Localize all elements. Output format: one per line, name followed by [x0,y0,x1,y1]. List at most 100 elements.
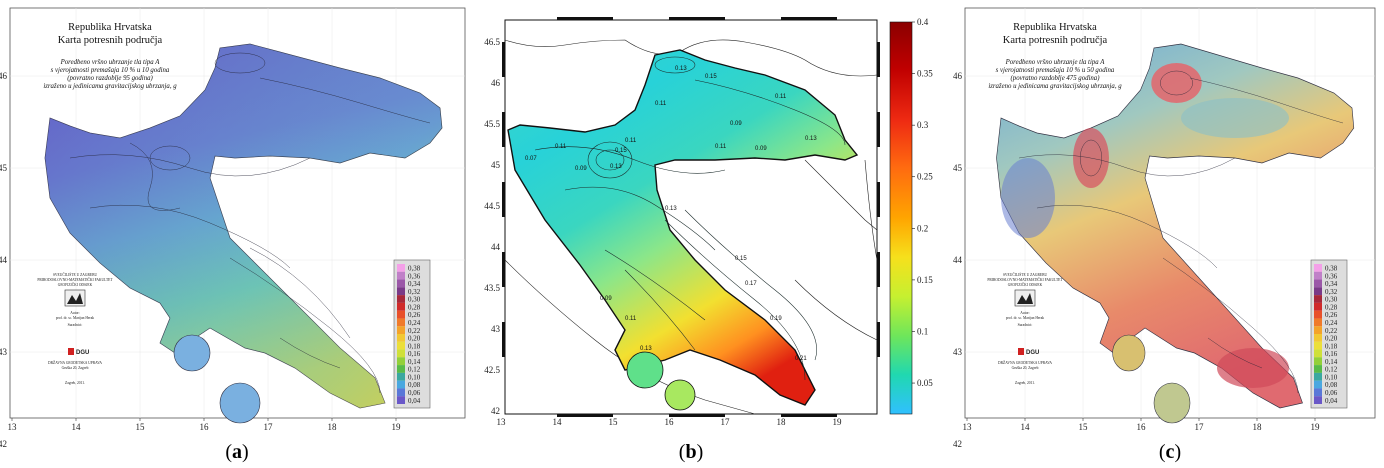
legend-label: 0,06 [408,389,421,397]
y-tick-label: 44 [953,255,963,265]
y-tick-label: 45 [491,160,501,170]
x-tick-label: 14 [553,417,563,427]
contour-label: 0.19 [770,316,782,322]
credits-block: SVEUČILIŠTE U ZAGREBU PRIRODOSLOVNO-MATE… [37,272,113,386]
map-title-line1: Republika Hrvatska [68,22,152,33]
colorbar-tick-label: 0.2 [917,223,928,233]
agency-line2: Gruška 20, Zagreb [62,366,89,371]
x-ticks-b: 13 14 15 16 17 18 19 [497,417,843,427]
contour-label: 0.09 [730,121,742,127]
y-tick-label: 45.5 [484,119,500,129]
agency-line1: DRŽAVNA GEODETSKA UPRAVA [998,360,1052,365]
legend-label: 0,10 [1325,373,1338,381]
map-subtitle-line4: izraženo u jedinicama gravitacijskog ubr… [988,83,1122,90]
credits-block: SVEUČILIŠTE U ZAGREBU PRIRODOSLOVNO-MATE… [987,272,1063,386]
y-tick-label: 42.5 [484,365,500,375]
legend-swatch [1314,396,1322,404]
legend-label: 0,22 [1325,327,1338,335]
legend-swatch [397,357,405,366]
colorbar-tick-label: 0.35 [917,69,933,79]
legend-label: 0,04 [1325,397,1338,405]
y-tick-label: 42 [491,406,500,416]
legend-label: 0,26 [1325,311,1338,319]
legend-label: 0,14 [1325,358,1338,366]
date: Zagreb, 2011. [1015,381,1035,386]
legend-swatch [397,326,405,334]
colorbar-tick-label: 0.25 [917,172,933,182]
contour-label: 0.15 [735,256,747,262]
contour-label: 0.09 [575,166,587,172]
legend-swatch [1314,287,1322,296]
contour-labels-b: 0.13 0.15 0.11 0.09 0.11 0.13 0.11 0.09 0.11 0.13… [525,66,817,362]
x-tick-label: 15 [1079,422,1089,432]
legend-label: 0,38 [1325,265,1338,273]
map-subtitle-line1: Poredbeno vršno ubrzanje tla tipa A [60,59,161,66]
institute-line1: SVEUČILIŠTE U ZAGREBU [53,272,98,277]
y-tick-label: 43 [0,347,8,357]
x-tick-label: 13 [8,422,18,432]
x-tick-label: 15 [609,417,619,427]
legend-label: 0,18 [408,342,421,350]
legend-swatch [397,334,405,342]
legend-label: 0,38 [408,265,421,273]
legend-label: 0,32 [408,288,421,296]
caption-a: (a) [225,441,248,463]
contour-label: 0.11 [775,94,787,100]
author: prof. dr. sc. Marijan Herak [56,316,94,320]
legend-swatch [1314,264,1322,272]
legend-swatch [397,396,405,404]
contour-label: 0.11 [625,316,637,322]
panel-b: 0.13 0.15 0.11 0.09 0.11 0.13 0.11 0.09 0.11 0.13… [484,17,933,427]
contour-label: 0.13 [640,346,652,352]
y-tick-label: 44 [491,242,501,252]
x-tick-label: 17 [1195,422,1205,432]
dgu-logo-text: DGU [1026,350,1039,356]
x-tick-label: 16 [200,422,210,432]
hazard-map-b [507,49,859,411]
x-tick-label: 17 [264,422,274,432]
legend-swatch [1314,279,1322,288]
legend-label: 0,06 [1325,389,1338,397]
contour-label: 0.07 [525,156,537,162]
x-tick-label: 19 [392,422,402,432]
x-ticks-c: 13 14 15 16 17 18 19 [963,418,1321,432]
dgu-logo-mark [1018,348,1024,355]
caption-c: (c) [1159,441,1181,463]
institute-line1: SVEUČILIŠTE U ZAGREBU [1003,272,1048,277]
institute-line2: PRIRODOSLOVNO-MATEMATIČKI FAKULTET [37,277,113,282]
x-tick-label: 15 [136,422,146,432]
x-tick-label: 19 [833,417,843,427]
map-title-line2: Karta potresnih područja [58,35,163,46]
y-ticks-b: 46.5 46 45.5 45 44.5 44 43.5 43 42.5 42 [484,37,500,416]
y-tick-label: 44.5 [484,201,500,211]
legend-swatch [397,279,405,288]
legend-label: 0,34 [408,280,421,288]
x-tick-label: 16 [665,417,675,427]
contour-label: 0.13 [805,136,817,142]
legend-label: 0,12 [408,366,421,374]
legend-swatch [397,380,405,389]
x-ticks-a: 13 14 15 16 17 18 19 [8,418,402,432]
legend-label: 0,36 [408,272,421,280]
legend-label: 0,28 [1325,303,1338,311]
contour-label: 0.17 [745,281,757,287]
legend-swatch [397,271,405,280]
legend-label: 0,28 [408,303,421,311]
x-tick-label: 19 [1311,422,1321,432]
map-subtitle-line1: Poredbeno vršno ubrzanje tla tipa A [1005,59,1106,66]
legend-swatch [1314,357,1322,366]
y-tick-label: 46.5 [484,37,500,47]
panel-a: Republika Hrvatska Karta potresnih podru… [0,7,466,449]
y-tick-label: 42 [0,439,7,449]
panel-c: Republika Hrvatska Karta potresnih podru… [953,7,1376,449]
contour-label: 0.13 [675,66,687,72]
legend-swatch [1314,341,1322,350]
contour-label: 0.13 [610,164,622,170]
caption-b: (b) [679,441,703,463]
map-border-ticks [502,17,880,417]
legend-swatch [1314,318,1322,327]
institute-line3: GEOFIZIČKI ODSJEK [58,282,93,287]
x-tick-label: 18 [777,417,787,427]
y-tick-label: 44 [0,255,8,265]
